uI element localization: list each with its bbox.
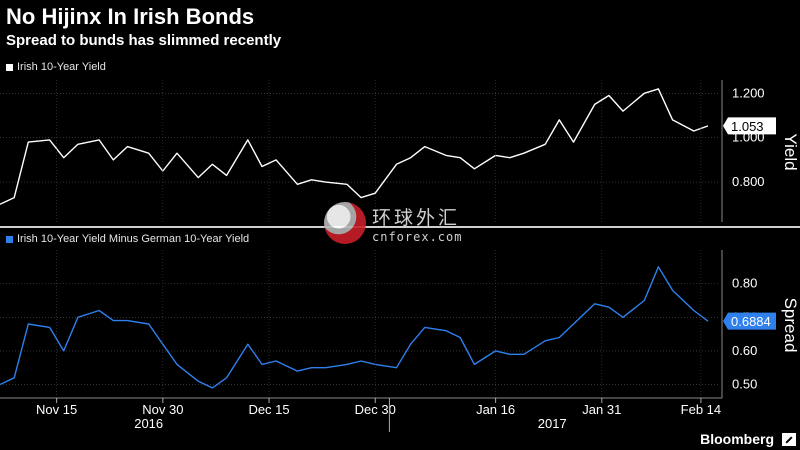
bloomberg-terminal-icon <box>782 433 796 446</box>
watermark-logo-icon <box>324 202 366 244</box>
legend-label-bottom: Irish 10-Year Yield Minus German 10-Year… <box>17 233 250 245</box>
y-tick-label: 0.50 <box>732 377 757 392</box>
legend-swatch-bottom <box>6 235 13 243</box>
chart-title: No Hijinx In Irish Bonds <box>6 4 255 29</box>
legend-label-top: Irish 10-Year Yield <box>17 61 106 73</box>
y-axis-label: Yield <box>781 133 800 170</box>
last-value-label: 0.6884 <box>731 314 771 329</box>
watermark-cn: 环球外汇 <box>372 206 461 229</box>
x-tick-label: Feb 14 <box>681 402 721 417</box>
series-line <box>0 266 709 389</box>
watermark: 环球外汇 cnforex.com <box>324 202 462 244</box>
watermark-en: cnforex.com <box>372 229 463 244</box>
y-tick-label: 1.200 <box>732 85 765 100</box>
year-label-2016: 2016 <box>134 416 163 431</box>
x-tick-label: Jan 16 <box>476 402 515 417</box>
chart-subtitle: Spread to bunds has slimmed recently <box>6 32 282 49</box>
x-tick-label: Nov 15 <box>36 402 77 417</box>
series-line <box>0 88 709 205</box>
y-tick-label: 0.800 <box>732 174 765 189</box>
y-tick-label: 0.80 <box>732 276 757 291</box>
bloomberg-brand: Bloomberg <box>700 431 774 447</box>
x-tick-label: Dec 30 <box>355 402 396 417</box>
y-tick-label: 0.60 <box>732 343 757 358</box>
x-tick-label: Jan 31 <box>582 402 621 417</box>
legend-swatch-top <box>6 63 13 71</box>
y-axis-label: Spread <box>781 298 800 353</box>
last-value-tag <box>723 117 776 135</box>
legend-top: Irish 10-Year Yield <box>6 61 106 73</box>
year-label-2017: 2017 <box>538 416 567 431</box>
x-tick-label: Dec 15 <box>248 402 289 417</box>
x-tick-label: Nov 30 <box>142 402 183 417</box>
last-value-label: 1.053 <box>731 119 764 134</box>
last-value-tag <box>723 312 776 330</box>
legend-bottom: Irish 10-Year Yield Minus German 10-Year… <box>6 233 249 245</box>
